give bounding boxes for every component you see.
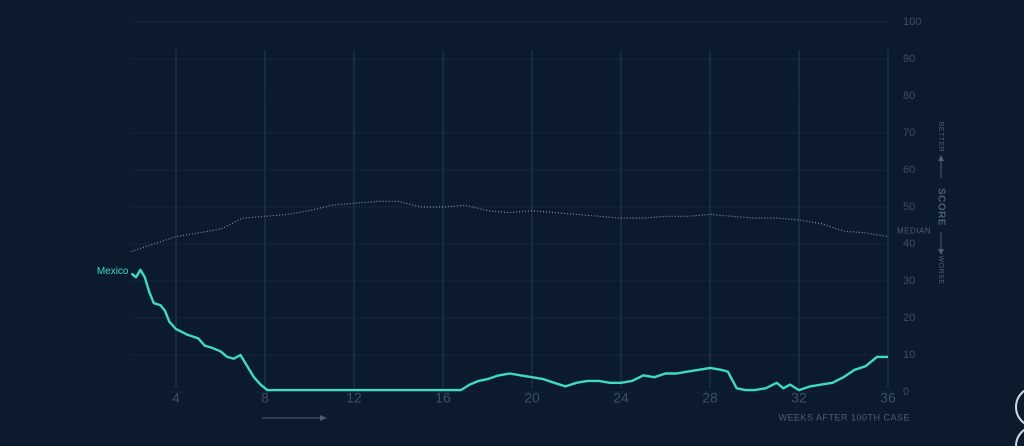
x-axis-label: WEEKS AFTER 100TH CASE [778, 412, 910, 422]
x-tick-label: 16 [435, 390, 451, 406]
plot: 0 10 20 30 40 50 60 70 80 90 100 4 8 12 16 20 24 28 32 36 Me… [97, 16, 931, 406]
x-tick-label: 12 [346, 390, 362, 406]
arrow-right-head [320, 415, 327, 421]
worse-label: WORSE [937, 256, 944, 285]
legend-label: Mexico [97, 266, 129, 277]
x-tick-label: 36 [880, 390, 896, 406]
y-tick-label: 40 [903, 238, 915, 250]
x-tick-label: 32 [791, 390, 807, 406]
legend-label: MEDIAN [897, 227, 931, 236]
x-tick-label: 4 [172, 390, 180, 406]
y-tick-label: 70 [903, 127, 915, 139]
x-tick-label: 28 [702, 390, 718, 406]
y-tick-label: 10 [903, 349, 915, 361]
arrow-down-head [938, 249, 944, 255]
y-tick-label: 100 [903, 16, 921, 28]
control[interactable] [1015, 426, 1024, 446]
x-tick-label: 24 [613, 390, 629, 406]
x-tick-label: 8 [261, 390, 269, 406]
y-tick-label: 90 [903, 53, 915, 65]
control[interactable] [1015, 387, 1024, 427]
y-tick-label: 50 [903, 201, 915, 213]
line [131, 200, 889, 252]
y-tick-label: 30 [903, 275, 915, 287]
y-tick-label: 60 [903, 164, 915, 176]
arrow-up-head [938, 155, 944, 161]
y-tick-label: 20 [903, 312, 915, 324]
line [130, 268, 888, 392]
axis-label: SCORE [935, 188, 946, 226]
y-tick-label: 80 [903, 90, 915, 102]
y-tick-label: 0 [903, 386, 909, 398]
x-tick-label: 20 [524, 390, 540, 406]
better-label: BETTER [937, 122, 944, 153]
